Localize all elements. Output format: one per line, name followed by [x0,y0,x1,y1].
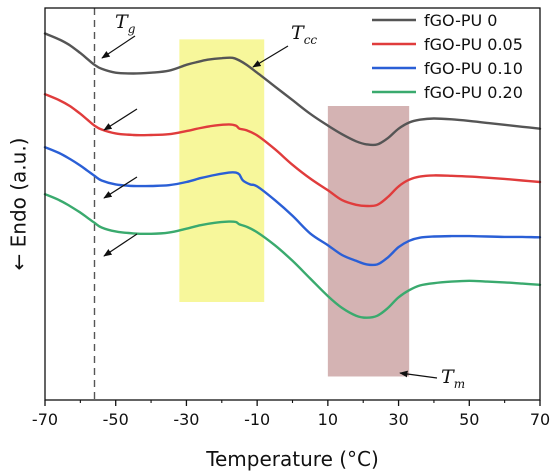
cold-crystallization-region [179,39,265,303]
tcc-arrow [252,45,289,68]
tm-label: Tm [441,366,465,391]
series-line-4 [43,193,542,319]
legend-label: fGO-PU 0.05 [424,35,523,54]
y-axis-title: ← Endo (a.u.) [7,138,31,271]
x-axis-ticks: -70 -50 -30 -10 10 30 50 70 [32,400,550,429]
x-tick-label: 50 [459,410,479,429]
series-line-2 [43,93,542,208]
series-line-3 [43,146,542,267]
x-tick-label: -10 [244,410,270,429]
legend-label: fGO-PU 0.20 [424,83,523,102]
x-tick-label: 10 [318,410,338,429]
x-axis-title: Temperature (°C) [205,447,379,471]
melting-region [327,106,410,377]
legend-label: fGO-PU 0.10 [424,59,523,78]
legend-label: fGO-PU 0 [424,11,497,30]
series-lines [43,32,542,319]
x-tick-label: -50 [103,410,129,429]
tg-arrow [101,35,136,59]
x-tick-label: -30 [173,410,199,429]
tg-label: Tg [115,11,136,36]
tcc-label: Tcc [291,22,317,47]
shaded-regions [179,39,410,377]
tm-arrow [399,370,438,379]
tg-arrow [103,176,138,199]
x-tick-label: 70 [530,410,550,429]
tg-arrow [103,108,138,131]
x-tick-label: -70 [32,410,58,429]
tg-arrow [103,233,138,257]
x-tick-label: 30 [388,410,408,429]
legend: fGO-PU 0 fGO-PU 0.05 fGO-PU 0.10 fGO-PU 0.2… [372,11,523,102]
series-line-1 [43,32,542,147]
